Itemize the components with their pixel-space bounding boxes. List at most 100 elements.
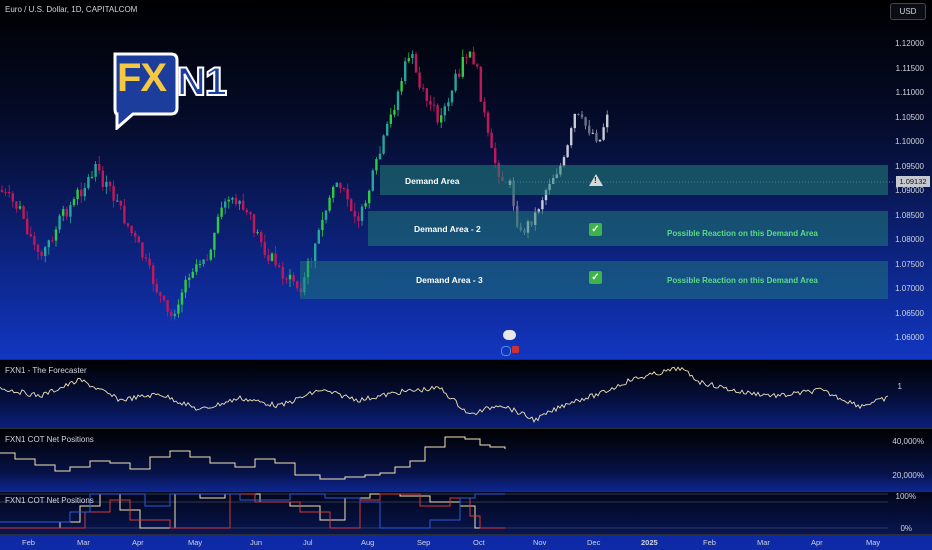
candle-body: [472, 51, 475, 65]
projection-body: [562, 157, 566, 166]
candle-body: [227, 199, 230, 202]
candle-body: [360, 206, 364, 221]
candle-body: [0, 190, 4, 192]
candle-body: [137, 236, 140, 243]
forecaster-pane[interactable]: FXN1 - The Forecaster 1: [0, 360, 932, 428]
candle-body: [80, 189, 83, 197]
time-tick-label: Sep: [417, 538, 431, 547]
reaction-note: Possible Reaction on this Demand Area: [667, 229, 818, 238]
candle-body: [130, 225, 133, 234]
cot2-title: FXN1 COT Net Positions: [5, 496, 94, 505]
check-icon: ✓: [589, 223, 602, 236]
demand-area-zone[interactable]: [380, 165, 888, 195]
event-icon[interactable]: [503, 330, 516, 340]
projection-body: [573, 113, 576, 129]
price-tick-label: 1.06000: [895, 333, 924, 342]
candle-body: [299, 288, 302, 293]
candle-body: [234, 197, 238, 205]
candle-body: [260, 232, 263, 243]
forecaster-axis-label: 1: [897, 382, 902, 391]
candle-body: [350, 199, 353, 212]
time-tick-label: Jun: [250, 538, 263, 547]
candle-body: [87, 176, 90, 189]
candle-body: [148, 258, 151, 266]
candle-body: [292, 274, 295, 282]
candle-body: [195, 264, 198, 272]
candle-body: [238, 200, 241, 205]
cot2-pane[interactable]: FXN1 COT Net Positions 100% 0%: [0, 492, 932, 534]
candle-body: [69, 205, 72, 217]
candle-body: [58, 215, 61, 230]
candle-body: [177, 304, 180, 314]
logo-n1-text: N1: [176, 59, 228, 105]
candle-body: [29, 234, 32, 237]
time-tick-label: Oct: [473, 538, 485, 547]
candle-body: [285, 278, 288, 280]
candle-body: [371, 170, 374, 191]
candle-body: [155, 284, 158, 293]
warning-icon: !: [589, 174, 603, 186]
price-chart-pane[interactable]: Euro / U.S. Dollar, 1D, CAPITALCOM USD F…: [0, 0, 932, 359]
candle-body: [404, 61, 407, 82]
projection-body: [541, 200, 544, 210]
cot-line: [0, 436, 506, 480]
candle-body: [44, 247, 47, 257]
candle-body: [36, 244, 40, 252]
candle-body: [339, 182, 342, 189]
price-tick-label: 1.07000: [895, 284, 924, 293]
candle-body: [411, 54, 414, 59]
candle-body: [418, 72, 421, 88]
candle-body: [303, 277, 306, 293]
candle-body: [152, 265, 155, 285]
projection-body: [606, 114, 609, 128]
candle-body: [432, 104, 436, 106]
candle-body: [346, 188, 349, 200]
candle-body: [375, 159, 378, 171]
candle-body: [396, 91, 400, 111]
candle-body: [249, 212, 252, 215]
candle-body: [436, 105, 439, 123]
projection-body: [544, 190, 548, 201]
candle-body: [159, 292, 162, 296]
demand-area-2-zone[interactable]: [368, 211, 888, 246]
projection-body: [602, 127, 605, 140]
candle-body: [382, 135, 385, 154]
cot2-lines: [0, 493, 888, 529]
candle-body: [105, 181, 108, 187]
candle-body: [407, 58, 410, 62]
currency-button[interactable]: USD: [890, 3, 926, 20]
candle-body: [317, 230, 320, 244]
candle-body: [252, 214, 256, 233]
candle-body: [386, 123, 389, 136]
candle-body: [393, 110, 396, 115]
candle-body: [324, 210, 328, 220]
cot2-white-path: [0, 493, 505, 529]
cot-net-path: [0, 436, 506, 480]
candle-body: [90, 176, 94, 178]
cot2-blue-path: [0, 493, 505, 529]
projection-body: [566, 145, 569, 158]
candle-body: [274, 253, 277, 266]
candle-body: [267, 255, 270, 261]
candle-body: [465, 57, 468, 59]
time-tick-label: Nov: [533, 538, 547, 547]
cot-pane[interactable]: FXN1 COT Net Positions 40,000% 20,000%: [0, 429, 932, 491]
candle-body: [263, 242, 266, 256]
flag-icon[interactable]: [512, 346, 519, 353]
candle-body: [126, 223, 130, 226]
candle-body: [242, 200, 245, 210]
candle-body: [378, 153, 382, 160]
time-tick-label: Mar: [757, 538, 770, 547]
gear-icon[interactable]: [501, 346, 511, 356]
candle-body: [216, 216, 220, 233]
candle-body: [440, 115, 443, 123]
candle-body: [296, 281, 299, 289]
candle-body: [65, 209, 68, 217]
candle-body: [144, 257, 148, 259]
candle-body: [72, 199, 76, 206]
candle-body: [479, 66, 482, 102]
forecaster-line: [0, 366, 889, 423]
time-tick-label: Apr: [132, 538, 144, 547]
projection-body: [577, 113, 580, 115]
price-tick-label: 1.05500: [895, 358, 924, 360]
